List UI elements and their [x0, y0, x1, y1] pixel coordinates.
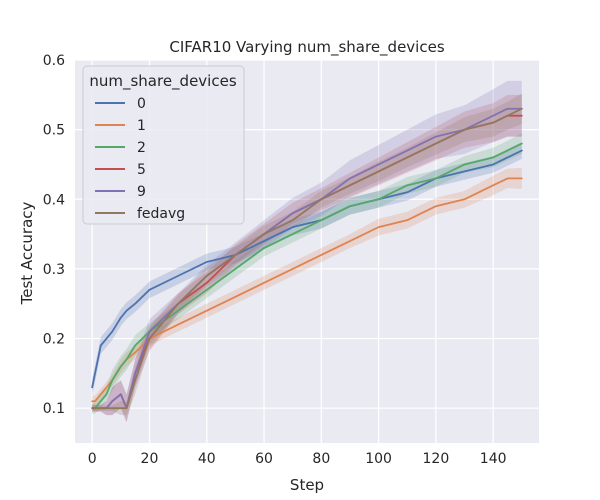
x-tick-label: 40: [198, 451, 216, 467]
legend-label-2: 2: [137, 140, 146, 156]
y-tick-label: 0.2: [43, 332, 65, 348]
x-tick-label: 0: [88, 451, 97, 467]
series-lines: [91, 107, 523, 410]
x-axis-ticks: 0 20 40 60 80 100 120 140: [88, 451, 507, 467]
x-tick-label: 60: [255, 451, 273, 467]
y-axis-ticks: 0.1 0.2 0.3 0.4 0.5 0.6: [43, 53, 65, 417]
legend-box: [82, 65, 245, 225]
x-tick-label: 80: [312, 451, 330, 467]
y-tick-label: 0.1: [43, 401, 65, 417]
y-tick-label: 0.3: [43, 262, 65, 278]
legend-items: 0 1 2 5 9 fedavg: [95, 96, 185, 222]
legend-label-9: 9: [137, 184, 146, 200]
y-tick-label: 0.5: [43, 123, 65, 139]
y-axis-label: Test Accuracy: [18, 201, 36, 305]
band-9: [92, 80, 522, 423]
legend-label-1: 1: [137, 118, 146, 134]
band-5: [92, 94, 522, 423]
legend-label-0: 0: [137, 96, 146, 112]
y-tick-label: 0.6: [43, 53, 65, 69]
legend-label-5: 5: [137, 162, 146, 178]
x-tick-label: 120: [423, 451, 450, 467]
chart-title: CIFAR10 Varying num_share_devices: [169, 38, 444, 57]
line-fedavg: [91, 107, 523, 410]
x-tick-label: 140: [480, 451, 507, 467]
legend-title: num_share_devices: [89, 72, 236, 91]
legend-label-fedavg: fedavg: [137, 206, 185, 222]
x-tick-label: 20: [141, 451, 159, 467]
x-tick-label: 100: [365, 451, 392, 467]
y-tick-label: 0.4: [43, 192, 65, 208]
x-axis-label: Step: [290, 476, 324, 494]
line-2: [91, 142, 523, 410]
legend: num_share_devices 0 1 2 5 9 fedavg: [82, 65, 245, 225]
